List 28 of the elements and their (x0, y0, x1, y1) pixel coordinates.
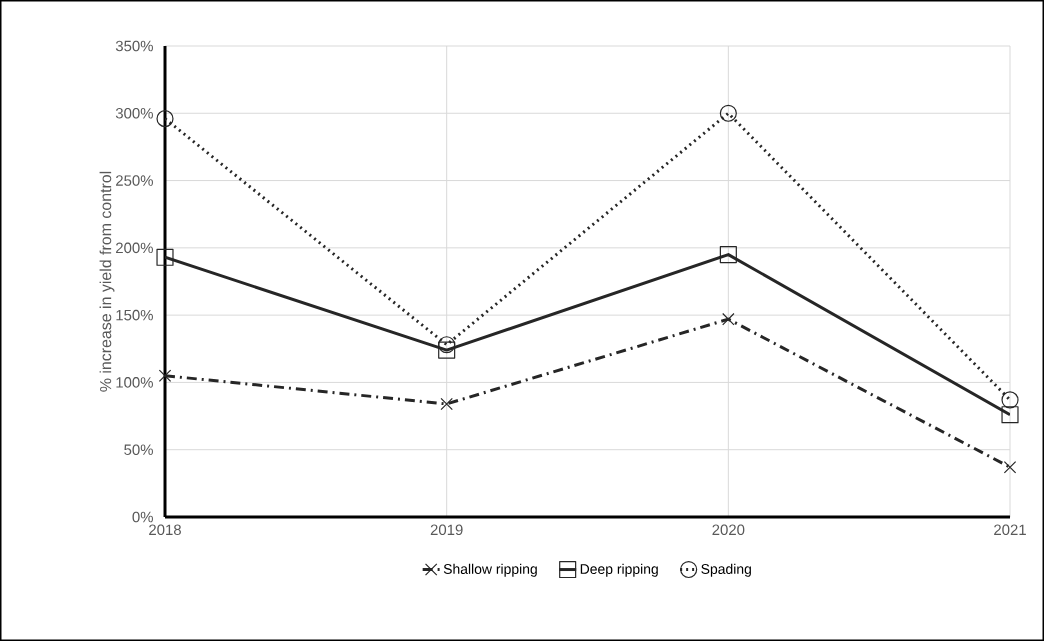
point (1001, 406, 1019, 424)
point (1001, 391, 1019, 409)
x-tick-label: 2018 (149, 524, 181, 536)
y-tick-label: 250% (116, 175, 153, 186)
x-tick-label: 2019 (430, 524, 463, 536)
x-tick-label: 2020 (712, 524, 745, 536)
y-tick-label: 0% (132, 511, 153, 523)
x-tick-label: 2021 (994, 524, 1026, 536)
point (1003, 460, 1017, 474)
legend-label: Shallow ripping (443, 563, 537, 577)
y-tick-label: 350% (115, 40, 153, 52)
point (440, 397, 453, 411)
y-tick-label: 150% (116, 309, 153, 321)
y-tick-label: 300% (115, 107, 153, 119)
point (438, 336, 456, 354)
point (438, 341, 456, 359)
point (156, 248, 174, 266)
y-tick-label: 100% (116, 377, 153, 388)
point (158, 369, 172, 382)
legend-label: Deep ripping (580, 563, 658, 577)
point (719, 104, 737, 122)
y-axis-title: % increase in yield from control (99, 171, 115, 392)
legend-label: Spading (701, 563, 751, 577)
y-tick-label: 200% (116, 242, 153, 254)
y-tick-label: 50% (124, 444, 153, 455)
point (722, 312, 735, 326)
point (156, 110, 174, 128)
point (719, 246, 737, 264)
